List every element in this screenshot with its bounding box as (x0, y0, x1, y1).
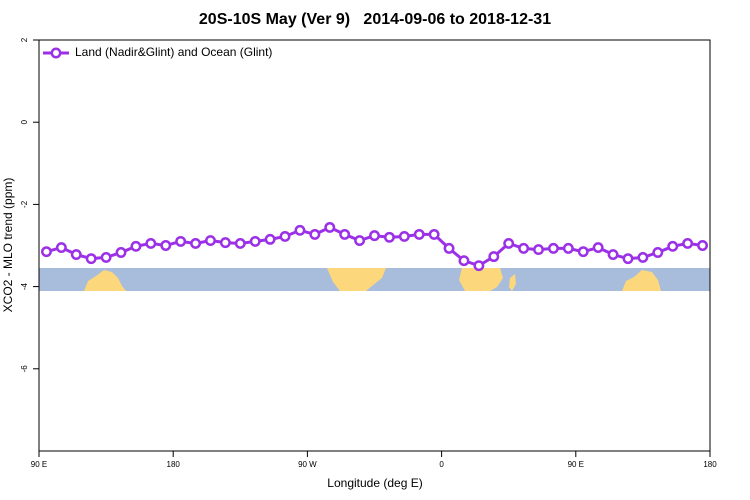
y-tick-label: 2 (20, 37, 29, 42)
land (327, 268, 386, 291)
land (509, 274, 516, 291)
x-axis-label: Longitude (deg E) (327, 476, 422, 490)
point (577, 246, 589, 258)
y-axis-label: XCO2 - MLO trend (ppm) (1, 178, 15, 313)
point (398, 231, 410, 242)
point (518, 242, 530, 254)
point (488, 251, 500, 263)
point (667, 240, 679, 252)
point (160, 240, 172, 251)
point (339, 228, 351, 240)
x-tick-label: 90 E (31, 460, 47, 469)
x-tick-label: 90 W (298, 460, 317, 469)
land (84, 270, 126, 291)
point (473, 260, 485, 272)
point (130, 240, 142, 252)
land (459, 268, 503, 291)
point (249, 235, 261, 247)
point (547, 242, 559, 254)
point (279, 231, 291, 242)
point (592, 242, 604, 254)
x-tick-label: 180 (703, 460, 717, 469)
x-tick-label: 90 E (568, 460, 584, 469)
point (369, 230, 380, 242)
point (682, 237, 694, 249)
y-tick-label: 0 (20, 119, 29, 124)
x-tick-label: 180 (167, 460, 181, 469)
point (697, 240, 708, 251)
point (503, 237, 515, 249)
plot-frame (38, 39, 711, 452)
point (637, 251, 649, 263)
point (85, 253, 97, 265)
point (70, 249, 82, 260)
point (622, 253, 634, 265)
point (458, 255, 470, 267)
y-tick-label: -4 (20, 282, 29, 290)
point (533, 244, 544, 256)
point (413, 228, 425, 240)
point (264, 233, 276, 245)
map-band (39, 268, 710, 291)
point (219, 237, 231, 249)
land (622, 270, 661, 291)
point (607, 249, 619, 260)
chart-title: 20S-10S May (Ver 9) 2014-09-06 to 2018-1… (199, 11, 551, 28)
point (190, 237, 202, 249)
point (383, 231, 395, 243)
point (175, 235, 187, 247)
point (443, 242, 455, 254)
point (55, 242, 67, 254)
point (428, 228, 440, 240)
point (354, 235, 366, 247)
point (324, 221, 336, 233)
point (309, 228, 321, 240)
point (41, 246, 52, 258)
point (652, 247, 664, 258)
point (115, 247, 127, 258)
point (234, 237, 246, 249)
legend-marker (50, 47, 62, 59)
point (145, 237, 157, 249)
y-tick-label: -6 (20, 365, 29, 373)
point (205, 235, 216, 247)
point (562, 242, 574, 254)
point (294, 224, 306, 236)
legend-label: Land (Nadir&Glint) and Ocean (Glint) (75, 45, 272, 59)
x-tick-label: 0 (439, 460, 444, 469)
point (100, 251, 112, 263)
y-tick-label: -2 (20, 200, 29, 208)
